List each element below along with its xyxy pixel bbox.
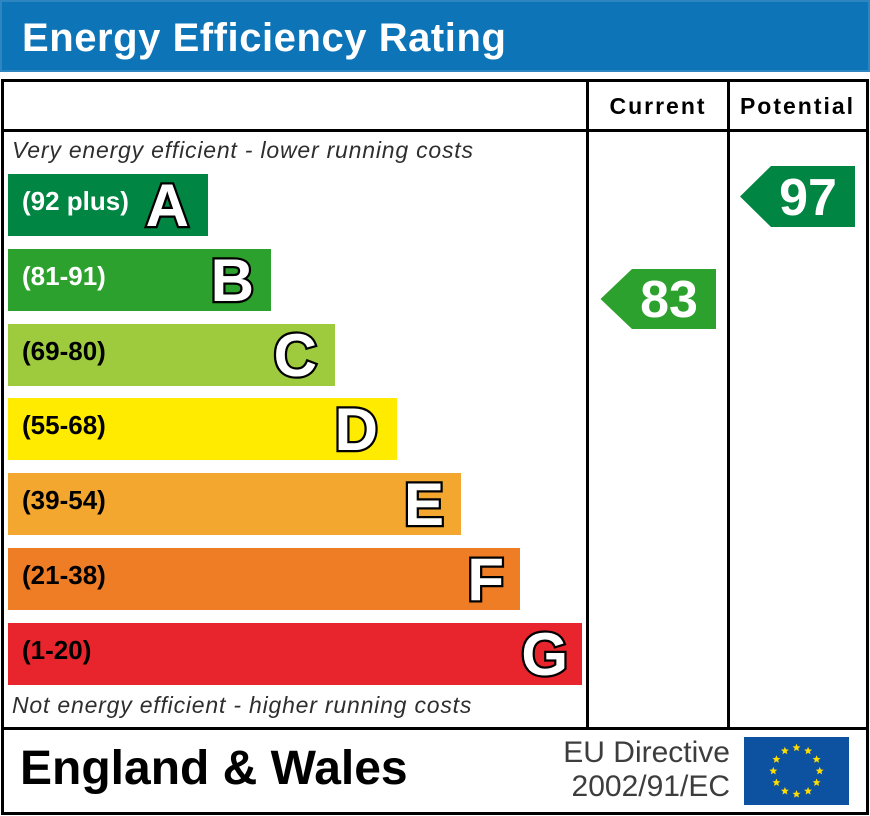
svg-text:B: B	[211, 247, 254, 314]
svg-text:E: E	[404, 471, 444, 538]
svg-text:G: G	[521, 621, 568, 688]
svg-text:F: F	[467, 546, 504, 613]
svg-text:83: 83	[640, 271, 698, 329]
svg-text:D: D	[335, 396, 378, 463]
svg-text:C: C	[274, 322, 317, 389]
svg-text:97: 97	[779, 169, 837, 227]
svg-text:A: A	[146, 172, 189, 239]
